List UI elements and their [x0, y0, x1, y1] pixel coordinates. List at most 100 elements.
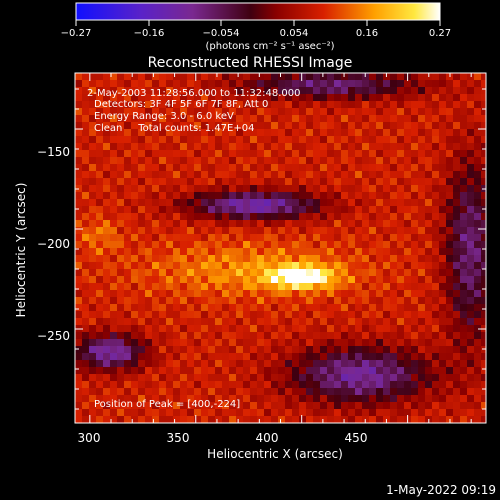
heatmap-cell — [411, 157, 419, 165]
heatmap-cell — [481, 367, 486, 375]
heatmap-cell — [222, 199, 230, 207]
heatmap-cell — [250, 192, 258, 200]
heatmap-cell — [383, 108, 391, 116]
heatmap-cell — [376, 360, 384, 368]
heatmap-cell — [166, 234, 174, 242]
heatmap-cell — [453, 339, 461, 347]
heatmap-cell — [362, 290, 370, 298]
heatmap-cell — [404, 94, 412, 102]
heatmap-cell — [124, 199, 132, 207]
heatmap-cell — [285, 346, 293, 354]
heatmap-cell — [236, 227, 244, 235]
heatmap-cell — [201, 234, 209, 242]
heatmap-cell — [82, 241, 90, 249]
heatmap-cell — [320, 276, 328, 284]
heatmap-cell — [187, 185, 195, 193]
heatmap-cell — [425, 395, 433, 403]
heatmap-cell — [257, 80, 265, 88]
heatmap-cell — [250, 304, 258, 312]
heatmap-cell — [131, 227, 139, 235]
heatmap-cell — [215, 199, 223, 207]
heatmap-cell — [439, 192, 447, 200]
heatmap-cell — [446, 409, 454, 417]
heatmap-cell — [432, 136, 440, 144]
heatmap-cell — [432, 353, 440, 361]
heatmap-cell — [292, 353, 300, 361]
heatmap-cell — [145, 164, 153, 172]
heatmap-cell — [292, 395, 300, 403]
heatmap-cell — [397, 318, 405, 326]
heatmap-cell — [376, 374, 384, 382]
heatmap-cell — [257, 346, 265, 354]
heatmap-cell — [334, 213, 342, 221]
heatmap-cell — [75, 129, 83, 137]
heatmap-cell — [89, 374, 97, 382]
heatmap-cell — [411, 402, 419, 410]
heatmap-cell — [89, 283, 97, 291]
heatmap-cell — [131, 339, 139, 347]
heatmap-cell — [222, 339, 230, 347]
heatmap-cell — [208, 241, 216, 249]
heatmap-cell — [201, 94, 209, 102]
heatmap-cell — [285, 143, 293, 151]
heatmap-cell — [138, 136, 146, 144]
heatmap-cell — [152, 150, 160, 158]
heatmap-cell — [481, 129, 486, 137]
heatmap-cell — [460, 248, 468, 256]
heatmap-cell — [110, 157, 118, 165]
heatmap-cell — [348, 150, 356, 158]
heatmap-cell — [446, 213, 454, 221]
heatmap-cell — [355, 318, 363, 326]
heatmap-cell — [467, 409, 475, 417]
heatmap-cell — [453, 416, 461, 423]
heatmap-cell — [418, 325, 426, 333]
heatmap-cell — [222, 269, 230, 277]
heatmap-cell — [180, 381, 188, 389]
heatmap-cell — [355, 409, 363, 417]
heatmap-cell — [208, 206, 216, 214]
heatmap-cell — [390, 115, 398, 123]
heatmap-cell — [320, 136, 328, 144]
heatmap-cell — [229, 206, 237, 214]
heatmap-cell — [152, 129, 160, 137]
heatmap-cell — [145, 346, 153, 354]
heatmap-cell — [362, 227, 370, 235]
heatmap-cell — [320, 283, 328, 291]
heatmap-cell — [404, 178, 412, 186]
heatmap-cell — [187, 402, 195, 410]
heatmap-cell — [278, 227, 286, 235]
heatmap-cell — [180, 262, 188, 270]
heatmap-cell — [313, 129, 321, 137]
heatmap-cell — [285, 122, 293, 130]
heatmap-cell — [110, 290, 118, 298]
heatmap-cell — [467, 87, 475, 95]
heatmap-cell — [194, 213, 202, 221]
heatmap-cell — [376, 115, 384, 123]
heatmap-cell — [439, 227, 447, 235]
heatmap-cell — [481, 108, 486, 116]
heatmap-cell — [257, 297, 265, 305]
heatmap-cell — [418, 94, 426, 102]
heatmap-cell — [159, 220, 167, 228]
heatmap-cell — [390, 241, 398, 249]
heatmap-cell — [285, 297, 293, 305]
heatmap-cell — [229, 220, 237, 228]
heatmap-cell — [264, 346, 272, 354]
heatmap-cell — [236, 381, 244, 389]
heatmap-cell — [250, 178, 258, 186]
heatmap-cell — [236, 199, 244, 207]
heatmap-cell — [222, 122, 230, 130]
heatmap-cell — [145, 416, 153, 423]
heatmap-cell — [159, 325, 167, 333]
heatmap-cell — [432, 164, 440, 172]
heatmap-cell — [236, 402, 244, 410]
heatmap-cell — [327, 220, 335, 228]
heatmap-cell — [306, 206, 314, 214]
heatmap-cell — [278, 297, 286, 305]
heatmap-cell — [117, 402, 125, 410]
heatmap-cell — [299, 157, 307, 165]
heatmap-cell — [355, 227, 363, 235]
heatmap-cell — [250, 367, 258, 375]
heatmap-cell — [474, 220, 482, 228]
heatmap-cell — [201, 297, 209, 305]
